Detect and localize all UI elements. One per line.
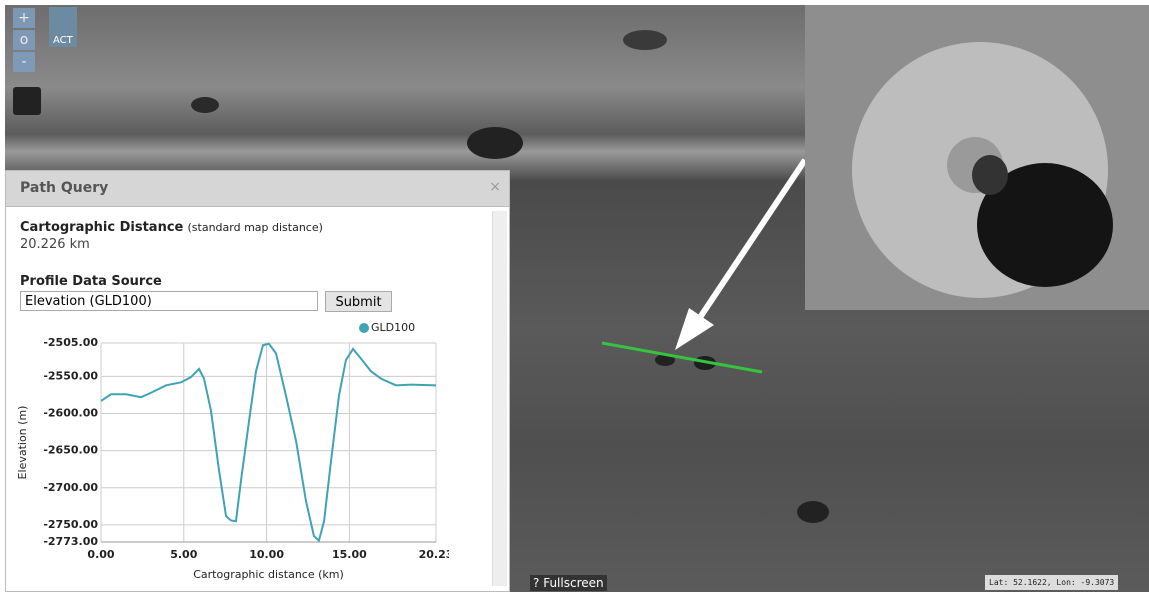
- x-tick-label: 15.00: [332, 548, 367, 561]
- x-tick-label: 0.00: [87, 548, 114, 561]
- y-tick-label: -2550.00: [43, 369, 98, 382]
- panel-title: Path Query: [20, 180, 108, 196]
- x-tick-label: 10.00: [249, 548, 284, 561]
- distance-label: Cartographic Distance: [20, 220, 183, 235]
- distance-note: (standard map distance): [188, 221, 323, 234]
- y-tick-label: -2700.00: [43, 481, 98, 494]
- coordinates: Lat: 52.1622, Lon: -9.3073: [985, 575, 1118, 590]
- path-query-panel: Path Query × Cartographic Distance (stan…: [5, 170, 510, 592]
- scrollbar[interactable]: [492, 211, 507, 586]
- legend-label: GLD100: [371, 321, 415, 334]
- source-label: Profile Data Source: [20, 274, 162, 289]
- distance-heading: Cartographic Distance (standard map dist…: [20, 220, 323, 235]
- panel-header: Path Query ×: [6, 171, 509, 207]
- zoom-out[interactable]: -: [13, 52, 35, 72]
- fullscreen-button[interactable]: Fullscreen: [543, 576, 603, 590]
- y-tick-label: -2650.00: [43, 444, 98, 457]
- legend-marker: [359, 323, 369, 333]
- line: [101, 344, 436, 541]
- x-tick-label: 20.23: [419, 548, 449, 561]
- zoom-in[interactable]: +: [13, 8, 35, 28]
- y-axis-label: Elevation (m): [16, 406, 29, 480]
- y-tick-label: -2600.00: [43, 407, 98, 420]
- distance-value: 20.226 km: [20, 237, 90, 252]
- elevation-chart: -2773.00 -2750.00 -2700.00 -2650.00 -2600.00…: [9, 316, 449, 591]
- logo: ACT: [53, 35, 73, 46]
- zoom-reset[interactable]: o: [13, 30, 35, 50]
- y-tick-label: -2773.00: [43, 535, 98, 548]
- page: + o - ACT Path Query × Cartographic Dist…: [0, 0, 1149, 592]
- help-button[interactable]: ?: [533, 576, 539, 590]
- close-button[interactable]: ×: [489, 179, 501, 195]
- y-tick-label: -2505.00: [43, 336, 98, 349]
- submit-button[interactable]: Submit: [325, 291, 392, 312]
- x-axis-label: Cartographic distance (km): [193, 568, 344, 581]
- x-tick-label: 5.00: [170, 548, 197, 561]
- source-select[interactable]: Elevation (GLD100): [20, 291, 318, 311]
- y-tick-label: -2750.00: [43, 518, 98, 531]
- fullscreen-bar[interactable]: ? Fullscreen: [530, 575, 607, 591]
